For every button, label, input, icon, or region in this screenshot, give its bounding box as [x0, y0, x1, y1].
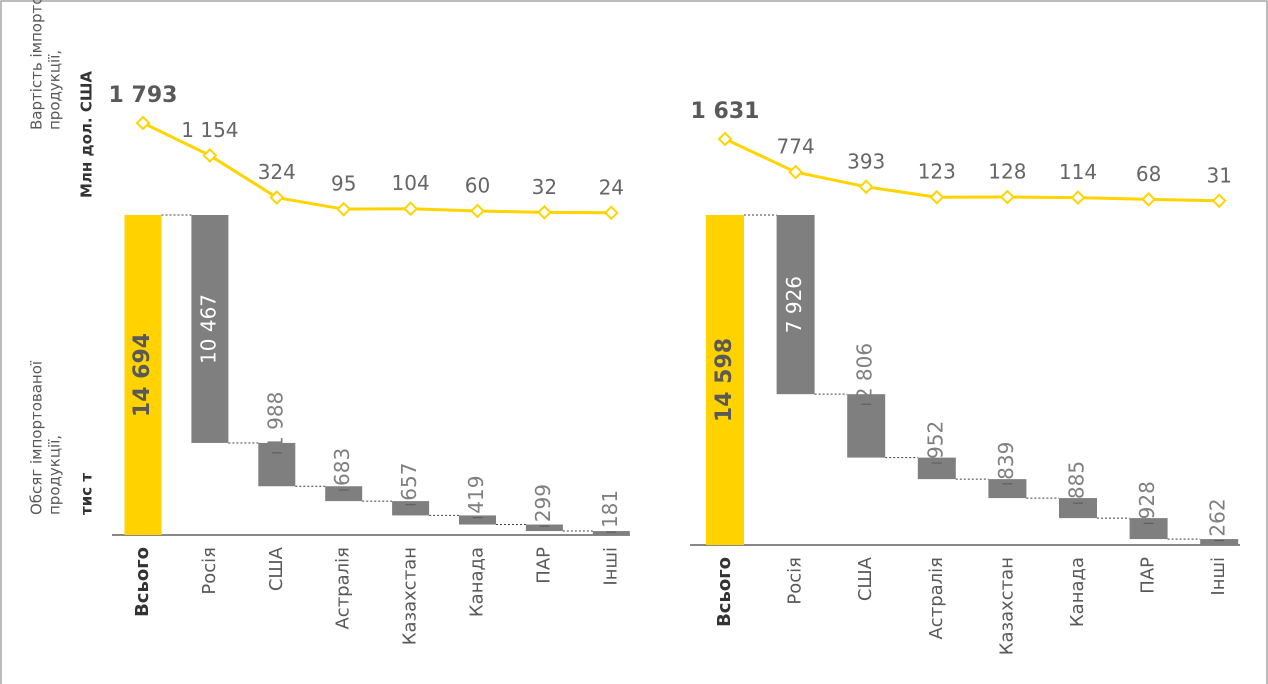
- bar-label: 14 598: [712, 338, 737, 422]
- line-label: 60: [465, 173, 490, 197]
- axis-label: продукції,: [46, 50, 64, 130]
- line-label: 95: [331, 172, 356, 196]
- bar-label: 10 467: [196, 294, 220, 364]
- x-tick-label: ПАР: [533, 547, 554, 584]
- x-tick-label: Росія: [199, 547, 220, 595]
- line-label: 1 154: [181, 118, 238, 142]
- line-label: 31: [1206, 163, 1231, 187]
- line-marker: [603, 205, 619, 221]
- line-label: 123: [918, 160, 956, 184]
- bar: [1129, 518, 1168, 540]
- line-marker: [536, 204, 552, 220]
- axis-label: продукції,: [46, 435, 64, 515]
- bar: [392, 501, 430, 516]
- bar: [592, 531, 630, 535]
- line-label: 104: [392, 171, 430, 195]
- line-label: 128: [988, 160, 1026, 184]
- line-marker: [336, 201, 352, 217]
- line-marker: [717, 131, 733, 147]
- x-tick-label: ПАР: [1138, 557, 1159, 594]
- bar-label: 683: [330, 448, 354, 486]
- x-tick-label: Всього: [714, 557, 735, 627]
- bar-label: 657: [397, 463, 421, 501]
- bar: [988, 479, 1027, 499]
- bar: [1200, 539, 1239, 545]
- x-tick-label: Астралія: [333, 547, 354, 630]
- bar: [459, 515, 496, 525]
- x-tick-label: США: [266, 546, 287, 591]
- x-tick-label: Казахстан: [400, 547, 421, 645]
- x-tick-label: Інші: [600, 547, 621, 586]
- line: [142, 121, 612, 215]
- bar: [847, 394, 886, 458]
- bar: [258, 442, 296, 487]
- x-tick-label: Всього: [132, 547, 153, 617]
- x-tick-label: Астралія: [926, 557, 947, 640]
- bar: [776, 215, 815, 395]
- x-tick-label: США: [855, 556, 876, 601]
- axis-label: Вартість імпортованої: [28, 0, 46, 130]
- axis-unit: тис т: [78, 473, 96, 515]
- axis-label: Обсяг імпортованої: [28, 360, 46, 515]
- line-label: 1 793: [109, 83, 178, 108]
- bar-label: 839: [994, 442, 1018, 480]
- line-marker: [858, 179, 874, 195]
- line-label: 114: [1059, 160, 1097, 184]
- line-label: 774: [777, 135, 815, 159]
- x-tick-label: Канада: [467, 547, 488, 617]
- bar: [191, 215, 229, 443]
- x-tick-label: Росія: [785, 557, 806, 605]
- line: [724, 137, 1220, 203]
- bar: [525, 524, 563, 532]
- bar-label: 928: [1135, 481, 1159, 519]
- bar: [706, 215, 744, 545]
- bar-label: 952: [923, 421, 947, 459]
- line-marker: [788, 164, 804, 180]
- bar-label: 181: [598, 490, 622, 528]
- line-marker: [135, 115, 151, 131]
- x-tick-label: Канада: [1067, 557, 1088, 627]
- x-tick-label: Казахстан: [996, 557, 1017, 655]
- bar-label: 419: [464, 476, 488, 514]
- bar-label: 7 926: [782, 276, 806, 333]
- bar-label: 14 694: [130, 333, 155, 417]
- bar: [124, 215, 162, 535]
- line-label: 393: [847, 149, 885, 173]
- axis-unit: Млн дол. США: [78, 71, 96, 198]
- line-marker: [403, 201, 419, 217]
- bar: [325, 486, 363, 502]
- line-marker: [470, 203, 485, 219]
- line-marker: [202, 148, 218, 163]
- line-marker: [1211, 193, 1227, 209]
- line-marker: [1070, 190, 1086, 206]
- line-marker: [929, 189, 945, 205]
- line-label: 324: [258, 160, 296, 184]
- line-label: 24: [599, 175, 624, 199]
- line-label: 68: [1136, 162, 1161, 186]
- bar: [1059, 498, 1097, 519]
- line-marker: [269, 190, 285, 205]
- bar-label: 262: [1206, 498, 1230, 536]
- line-marker: [999, 189, 1015, 205]
- bar: [917, 457, 956, 480]
- bar-label: 1 988: [263, 392, 287, 449]
- bar-label: 2 806: [853, 343, 877, 400]
- bar-label: 299: [531, 484, 555, 522]
- bar-label: 885: [1065, 461, 1089, 499]
- x-tick-label: Інші: [1208, 557, 1229, 596]
- line-label: 1 631: [691, 99, 760, 124]
- line-marker: [1141, 191, 1157, 207]
- line-label: 32: [532, 175, 557, 199]
